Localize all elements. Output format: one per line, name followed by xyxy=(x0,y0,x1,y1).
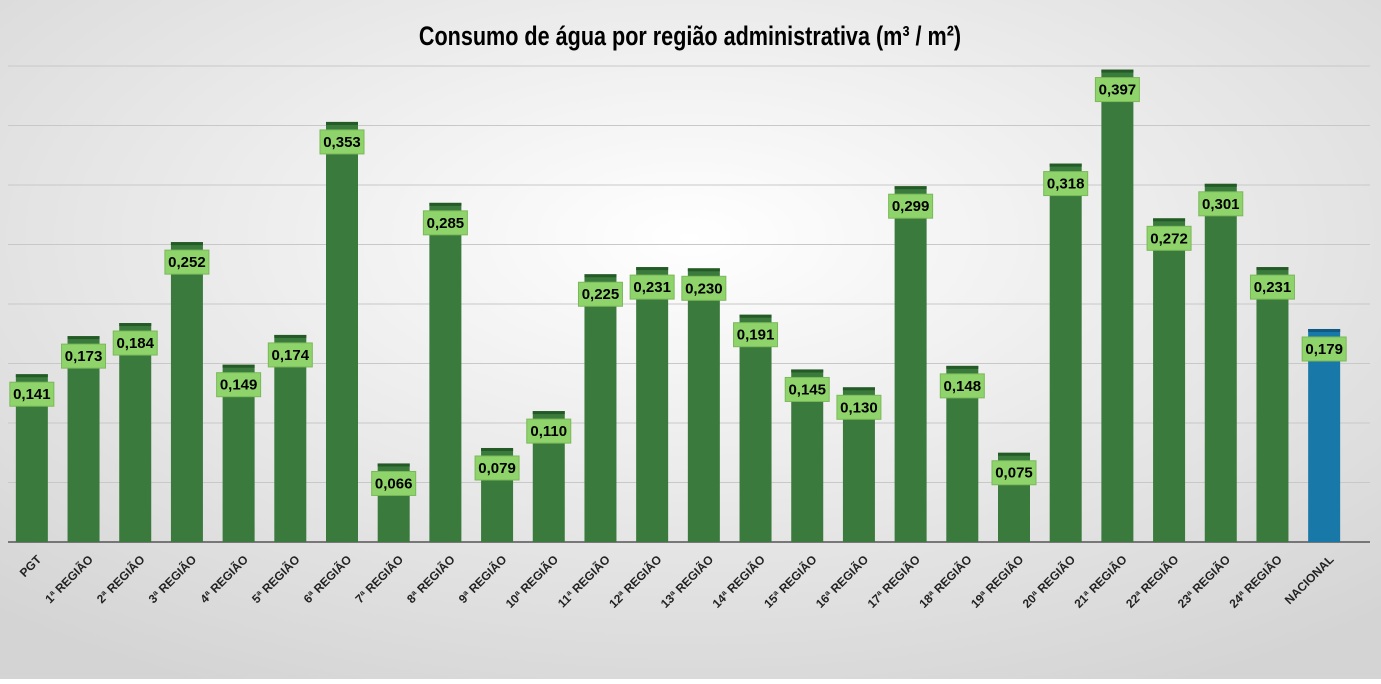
bar xyxy=(170,242,203,542)
value-label-box xyxy=(1198,191,1244,217)
bar-cap xyxy=(636,267,669,271)
bar-cap xyxy=(170,242,203,246)
bar xyxy=(739,314,772,542)
bar xyxy=(1049,163,1082,542)
bar-cap xyxy=(1308,328,1341,332)
value-label-box xyxy=(1043,171,1089,197)
value-label: 0,191 xyxy=(737,327,775,344)
value-label: 0,299 xyxy=(892,198,930,215)
bar-cap xyxy=(222,364,255,368)
value-label-box xyxy=(1146,225,1192,251)
value-label: 0,079 xyxy=(478,460,516,477)
bar xyxy=(1153,218,1186,542)
bar-cap xyxy=(326,121,358,125)
value-label: 0,272 xyxy=(1150,230,1188,247)
value-label-box xyxy=(681,275,727,301)
value-label-box xyxy=(474,455,520,481)
bar-cap xyxy=(1204,183,1237,187)
value-label-box xyxy=(784,376,830,402)
value-label-box xyxy=(267,342,313,368)
value-label-box xyxy=(1249,274,1295,300)
value-label: 0,231 xyxy=(633,279,671,296)
bar-cap xyxy=(532,411,565,415)
bar-cap xyxy=(739,314,772,318)
value-label: 0,318 xyxy=(1047,176,1085,193)
bar-cap xyxy=(429,202,462,206)
bar-cap xyxy=(119,323,152,327)
value-label-box xyxy=(1301,336,1347,362)
value-label-box xyxy=(61,343,107,369)
value-label: 0,141 xyxy=(13,386,51,403)
value-label: 0,066 xyxy=(375,475,413,492)
value-label: 0,148 xyxy=(944,378,982,395)
value-label-box xyxy=(422,210,468,236)
value-label: 0,397 xyxy=(1099,82,1137,99)
bar-cap xyxy=(687,268,720,272)
value-label: 0,225 xyxy=(582,286,620,303)
value-label-box xyxy=(577,281,623,307)
bar-cap xyxy=(1101,69,1134,73)
bar xyxy=(636,267,669,542)
value-label: 0,230 xyxy=(685,280,723,297)
bar-cap xyxy=(67,336,100,340)
value-label: 0,174 xyxy=(272,347,310,364)
bar xyxy=(584,274,617,542)
bar xyxy=(429,202,462,542)
value-label-box xyxy=(319,129,365,155)
bar-cap xyxy=(946,365,979,369)
value-label-box xyxy=(836,394,882,420)
bar-cap xyxy=(791,369,824,373)
value-label: 0,149 xyxy=(220,377,258,394)
chart-title: Consumo de água por região administrativ… xyxy=(419,22,961,52)
value-label-box xyxy=(1094,77,1140,103)
value-label-box xyxy=(629,274,675,300)
value-label: 0,130 xyxy=(840,399,878,416)
bar-cap xyxy=(842,387,875,391)
bar xyxy=(1204,183,1237,542)
value-label-box xyxy=(371,470,417,496)
value-label-box xyxy=(112,330,158,356)
value-label: 0,353 xyxy=(323,134,361,151)
bar xyxy=(326,121,358,543)
bar-cap xyxy=(274,334,307,338)
value-label: 0,145 xyxy=(788,381,826,398)
bar xyxy=(687,268,720,542)
bar xyxy=(1308,328,1341,542)
bar xyxy=(1256,267,1289,542)
bar-cap xyxy=(998,452,1030,456)
value-label-box xyxy=(733,322,779,348)
value-label-box xyxy=(991,460,1037,486)
bar-cap xyxy=(481,447,514,451)
value-label: 0,301 xyxy=(1202,196,1240,213)
bar-cap xyxy=(584,274,617,278)
bar-cap xyxy=(15,374,48,378)
value-label-box xyxy=(888,193,934,219)
value-label-box xyxy=(216,372,262,398)
bar xyxy=(274,334,307,542)
value-label: 0,173 xyxy=(65,348,103,365)
value-label: 0,179 xyxy=(1305,341,1343,358)
value-label-box xyxy=(164,249,210,275)
bar xyxy=(1101,69,1134,542)
value-label: 0,110 xyxy=(530,423,567,440)
bar-cap xyxy=(894,186,927,190)
value-label-box xyxy=(9,381,55,407)
value-label: 0,075 xyxy=(995,465,1033,482)
value-label-box xyxy=(939,373,985,399)
bar-cap xyxy=(1049,163,1082,167)
bar-cap xyxy=(1153,218,1186,222)
bar xyxy=(119,323,152,542)
value-label-box xyxy=(526,418,572,444)
bar xyxy=(894,186,927,542)
value-label: 0,231 xyxy=(1254,279,1292,296)
bar-cap xyxy=(1256,267,1289,271)
value-label: 0,184 xyxy=(116,335,154,352)
value-label: 0,252 xyxy=(168,254,206,271)
bar xyxy=(67,336,100,542)
value-label: 0,285 xyxy=(427,215,465,232)
bar-cap xyxy=(377,463,410,467)
